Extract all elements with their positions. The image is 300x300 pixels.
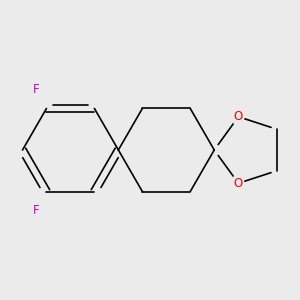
Text: F: F <box>32 83 39 96</box>
Text: O: O <box>234 110 243 123</box>
Text: O: O <box>234 177 243 190</box>
Text: F: F <box>32 204 39 217</box>
